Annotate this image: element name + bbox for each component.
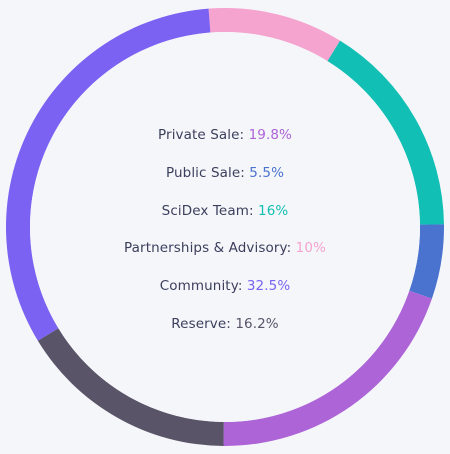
legend-label: SciDex Team (161, 203, 249, 219)
donut-slice-public-sale (409, 224, 444, 299)
legend-label: Public Sale (166, 165, 241, 181)
donut-slice-scidex-team (327, 40, 444, 225)
legend-item-private-sale: Private Sale: 19.8% (158, 127, 292, 143)
legend-value: 16.2% (235, 316, 279, 332)
legend-item-public-sale: Public Sale: 5.5% (166, 165, 284, 181)
donut-hole (30, 32, 420, 422)
legend-value: 16% (258, 203, 289, 219)
legend-value: 10% (295, 240, 326, 256)
legend-label: Partnerships & Advisory (124, 240, 287, 256)
legend-value: 32.5% (246, 278, 291, 294)
legend-label: Reserve (171, 316, 227, 332)
legend-item-community: Community: 32.5% (159, 278, 291, 294)
legend-value: 19.8% (248, 127, 292, 143)
legend-item-reserve: Reserve: 16.2% (171, 316, 279, 332)
legend-label: Community (159, 278, 238, 294)
donut-slice-partnerships-advisory (208, 8, 341, 62)
legend-item-scidex-team: SciDex Team: 16% (161, 203, 289, 219)
donut-slice-community (5, 8, 211, 341)
legend-label: Private Sale (158, 127, 240, 143)
donut-slice-reserve (37, 328, 224, 446)
legend-item-partnerships-advisory: Partnerships & Advisory: 10% (124, 240, 326, 256)
donut-slice-private-sale (223, 290, 432, 446)
legend-value: 5.5% (249, 165, 284, 181)
